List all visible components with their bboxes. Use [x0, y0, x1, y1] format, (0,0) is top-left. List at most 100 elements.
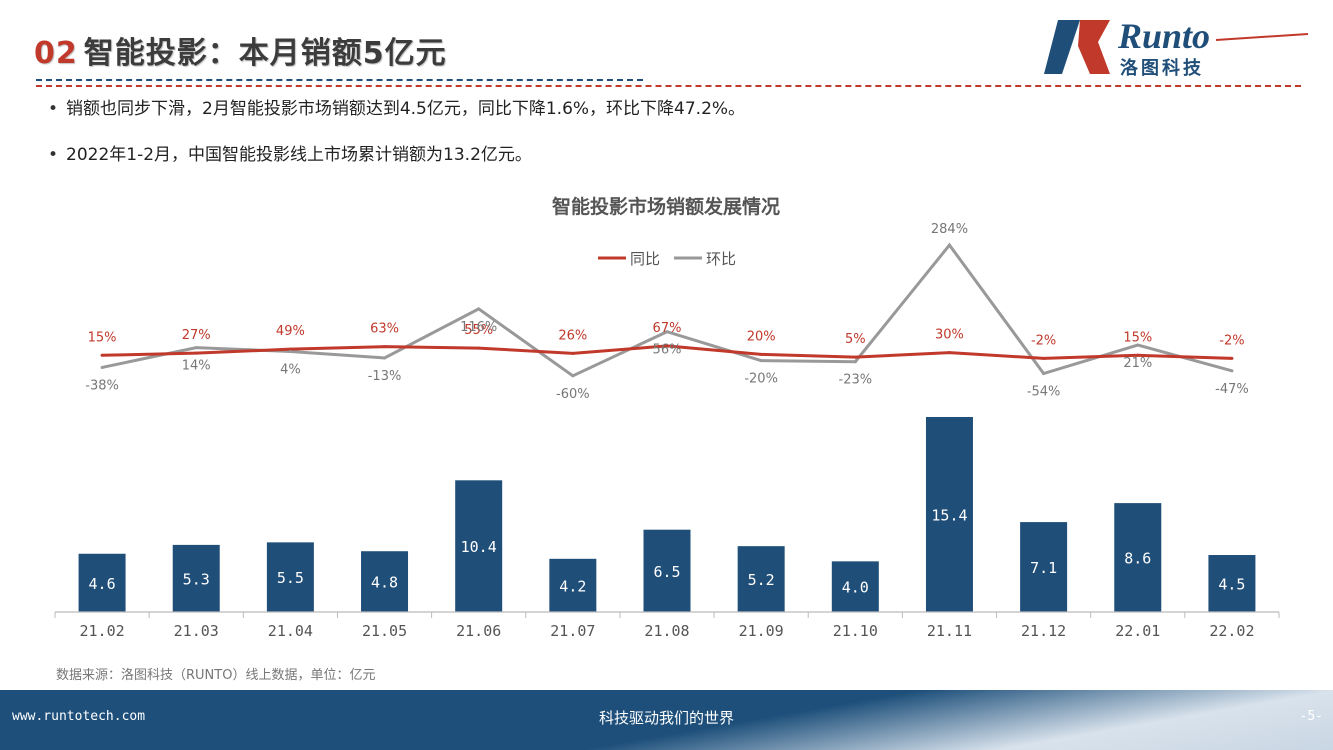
chart-title: 智能投影市场销额发展情况 — [552, 195, 780, 218]
bar-value-label: 15.4 — [931, 507, 967, 525]
line-point-mom — [194, 346, 198, 350]
legend-label-yoy: 同比 — [630, 250, 660, 268]
bar-value-label: 4.8 — [371, 574, 398, 592]
runto-logo: Runto 洛图科技 — [1044, 16, 1309, 78]
bar-value-label: 5.5 — [277, 569, 304, 587]
bar — [831, 561, 879, 612]
line-label-yoy: -2% — [1031, 333, 1056, 348]
x-tick-label: 21.04 — [268, 622, 313, 640]
logo-brand-cn: 洛图科技 — [1120, 57, 1204, 78]
line-point-yoy — [947, 351, 951, 355]
line-label-mom: 116% — [460, 320, 497, 335]
line-label-yoy: 55% — [464, 323, 493, 338]
bar-value-label: 6.5 — [653, 563, 680, 581]
line-label-mom: -54% — [1027, 385, 1061, 400]
line-label-mom: -20% — [744, 372, 778, 387]
x-tick-label: 21.11 — [927, 622, 972, 640]
x-tick-label: 22.01 — [1115, 622, 1160, 640]
line-point-mom — [1230, 369, 1234, 373]
bar — [925, 417, 973, 612]
logo-mark-blue — [1044, 20, 1080, 74]
bar-value-label: 4.5 — [1218, 576, 1245, 594]
line-label-mom: -38% — [85, 378, 119, 393]
logo-swoosh — [1215, 33, 1309, 41]
x-tick-label: 21.08 — [644, 622, 689, 640]
line-point-mom — [288, 349, 292, 353]
bar — [1020, 522, 1068, 612]
line-point-mom — [383, 356, 387, 360]
line-label-mom: 284% — [931, 222, 968, 237]
logo-mark-red — [1078, 20, 1110, 74]
x-tick-label: 21.07 — [550, 622, 595, 640]
bar-value-label: 5.2 — [748, 571, 775, 589]
data-source-note: 数据来源：洛图科技（RUNTO）线上数据，单位：亿元 — [56, 668, 376, 683]
line-label-yoy: 5% — [845, 332, 866, 347]
title-underline-red — [36, 85, 1301, 87]
section-number: 02 — [34, 36, 78, 71]
line-point-mom — [477, 307, 481, 311]
bar — [737, 546, 785, 612]
bar — [172, 544, 220, 612]
bar-value-label: 4.0 — [842, 579, 869, 597]
line-label-mom: -23% — [839, 373, 873, 388]
bar — [455, 480, 503, 612]
bar-value-label: 8.6 — [1124, 550, 1151, 568]
page-title: 02 智能投影：本月销额5亿元 — [34, 28, 447, 72]
bullet-list: 销额也同步下滑，2月智能投影市场销额达到4.5亿元，同比下降1.6%，环比下降4… — [48, 96, 745, 188]
line-point-yoy — [665, 344, 669, 348]
logo-brand-en: Runto — [1117, 16, 1210, 56]
line-label-yoy: 30% — [935, 328, 964, 343]
x-tick-label: 21.03 — [174, 622, 219, 640]
line-point-mom — [1042, 372, 1046, 376]
line-point-yoy — [1230, 356, 1234, 360]
bar-value-label: 7.1 — [1030, 559, 1057, 577]
line-point-yoy — [100, 353, 104, 357]
bar — [1114, 503, 1162, 612]
line-label-yoy: 27% — [182, 328, 211, 343]
line-label-yoy: 63% — [370, 322, 399, 337]
bar-value-label: 4.6 — [89, 575, 116, 593]
line-label-yoy: 15% — [88, 330, 117, 345]
line-label-mom: 56% — [653, 343, 682, 358]
line-label-mom: -60% — [556, 387, 590, 402]
line-point-yoy — [853, 355, 857, 359]
line-point-yoy — [759, 352, 763, 356]
line-point-yoy — [571, 351, 575, 355]
line-point-mom — [100, 365, 104, 369]
footer-url[interactable]: www.runtotech.com — [12, 709, 146, 724]
line-label-mom: -13% — [368, 369, 402, 384]
line-point-mom — [665, 330, 669, 334]
line-label-mom: 4% — [280, 362, 301, 377]
x-tick-label: 21.12 — [1021, 622, 1066, 640]
line-point-mom — [571, 374, 575, 378]
bullet-item: 2022年1-2月，中国智能投影线上市场累计销额为13.2亿元。 — [48, 142, 745, 188]
line-point-yoy — [1136, 353, 1140, 357]
bar-value-label: 4.2 — [559, 577, 586, 595]
page-number: -5- — [1299, 709, 1323, 724]
line-label-mom: -47% — [1215, 382, 1249, 397]
line-point-yoy — [288, 347, 292, 351]
footer-bar: www.runtotech.com 科技驱动我们的世界 -5- — [0, 690, 1333, 750]
line-label-yoy: 20% — [747, 329, 776, 344]
bar — [549, 558, 597, 612]
line-point-mom — [947, 243, 951, 247]
bar-value-label: 10.4 — [461, 538, 497, 556]
bar — [361, 551, 409, 612]
line-point-yoy — [194, 351, 198, 355]
x-tick-label: 21.02 — [79, 622, 124, 640]
line-point-yoy — [383, 345, 387, 349]
line-label-mom: 21% — [1123, 356, 1152, 371]
bar-value-label: 5.3 — [183, 570, 210, 588]
line-label-mom: 14% — [182, 359, 211, 374]
bullet-item: 销额也同步下滑，2月智能投影市场销额达到4.5亿元，同比下降1.6%，环比下降4… — [48, 96, 745, 142]
x-tick-label: 21.05 — [362, 622, 407, 640]
bar — [1208, 555, 1256, 612]
title-text: 智能投影：本月销额5亿元 — [83, 36, 447, 71]
title-underline-blue — [36, 79, 643, 81]
x-tick-label: 21.09 — [739, 622, 784, 640]
line-point-mom — [853, 360, 857, 364]
x-tick-label: 22.02 — [1209, 622, 1254, 640]
x-tick-label: 21.10 — [833, 622, 878, 640]
line-label-yoy: 49% — [276, 324, 305, 339]
